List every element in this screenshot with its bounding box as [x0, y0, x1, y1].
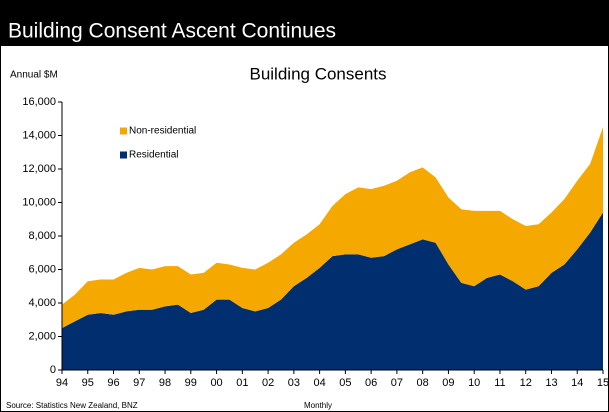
x-tick-label: 14	[571, 377, 583, 389]
x-tick-label: 11	[494, 377, 505, 389]
area	[62, 212, 603, 370]
x-tick-label: 01	[236, 377, 248, 389]
x-tick-label: 94	[56, 377, 68, 389]
chart-title: Building Consents	[249, 64, 386, 83]
legend-swatch	[120, 127, 127, 135]
header-bar	[0, 0, 609, 46]
y-tick-label: 0	[50, 364, 56, 376]
x-tick-label: 12	[520, 377, 532, 389]
x-tick-label: 95	[82, 377, 94, 389]
y-tick-label: 4,000	[28, 297, 56, 309]
x-tick-label: 99	[185, 377, 197, 389]
area	[62, 127, 603, 329]
legend-swatch	[120, 151, 127, 159]
x-tick-label: 02	[262, 377, 274, 389]
y-tick-label: 12,000	[22, 163, 56, 175]
legend-label: Residential	[129, 150, 178, 161]
x-tick-label: 03	[288, 377, 300, 389]
x-tick-label: 15	[597, 377, 609, 389]
y-axis-label: Annual $M	[10, 70, 58, 81]
x-tick-label: 96	[107, 377, 119, 389]
x-tick-label: 05	[339, 377, 351, 389]
x-tick-label: 06	[365, 377, 377, 389]
y-tick-label: 16,000	[22, 96, 56, 108]
y-tick-label: 14,000	[22, 129, 56, 141]
y-tick-label: 2,000	[28, 330, 56, 342]
legend-label: Non-residential	[129, 126, 196, 137]
source: Source: Statistics New Zealand, BNZ	[6, 401, 138, 410]
x-tick-label: 04	[313, 377, 325, 389]
x-tick-label: 08	[417, 377, 429, 389]
x-tick-label: 13	[545, 377, 557, 389]
y-tick-label: 6,000	[28, 263, 56, 275]
x-tick-label: 97	[133, 377, 145, 389]
y-tick-label: 10,000	[22, 196, 56, 208]
x-axis-label: Monthly	[304, 401, 332, 410]
x-tick-label: 00	[210, 377, 222, 389]
x-tick-label: 07	[391, 377, 403, 389]
y-tick-label: 8,000	[28, 230, 56, 242]
header-title: Building Consent Ascent Continues	[8, 20, 336, 43]
x-tick-label: 10	[468, 377, 480, 389]
x-tick-label: 98	[159, 377, 171, 389]
x-tick-label: 09	[442, 377, 454, 389]
